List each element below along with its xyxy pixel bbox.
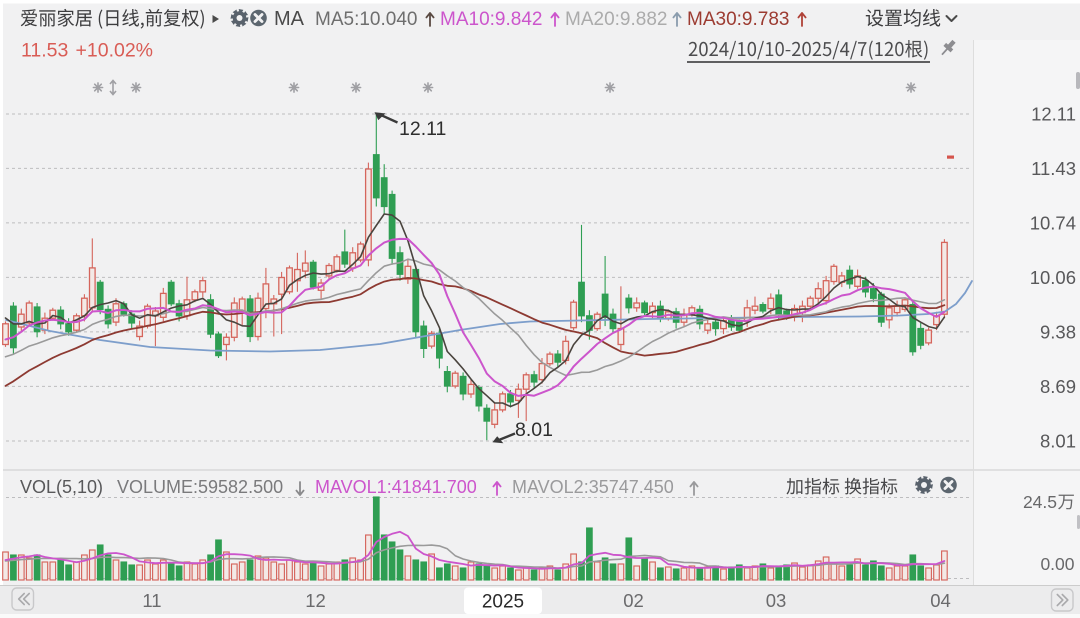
svg-text:12.11: 12.11 xyxy=(1031,104,1076,125)
svg-text:8.69: 8.69 xyxy=(1040,376,1076,397)
svg-text:0.00: 0.00 xyxy=(1040,554,1074,574)
svg-text:8.01: 8.01 xyxy=(1040,431,1076,452)
svg-text:11.53: 11.53 xyxy=(21,40,68,62)
svg-text:02: 02 xyxy=(623,590,644,611)
svg-text:+10.02%: +10.02% xyxy=(76,40,154,62)
svg-text:12: 12 xyxy=(305,590,326,611)
svg-text:VOLUME:59582.500: VOLUME:59582.500 xyxy=(117,477,283,497)
svg-text:03: 03 xyxy=(766,590,787,611)
svg-text:MA5:10.040: MA5:10.040 xyxy=(315,9,417,30)
svg-text:8.01: 8.01 xyxy=(515,419,553,441)
svg-text:VOL(5,10): VOL(5,10) xyxy=(20,477,103,497)
svg-text:MA20:9.882: MA20:9.882 xyxy=(565,9,667,30)
svg-text:24.5: 24.5 xyxy=(1023,492,1057,512)
svg-text:2025: 2025 xyxy=(482,592,524,613)
svg-text:MA: MA xyxy=(274,8,305,30)
svg-text:12.11: 12.11 xyxy=(399,118,446,140)
svg-text:04: 04 xyxy=(930,590,951,611)
svg-text:11.43: 11.43 xyxy=(1031,158,1076,179)
svg-text:MAVOL2:35747.450: MAVOL2:35747.450 xyxy=(512,477,674,497)
svg-text:MAVOL1:41841.700: MAVOL1:41841.700 xyxy=(315,477,477,497)
svg-text:MA30:9.783: MA30:9.783 xyxy=(687,9,789,30)
svg-text:10.06: 10.06 xyxy=(1030,267,1076,288)
svg-text:10.74: 10.74 xyxy=(1030,212,1076,233)
svg-text:MA10:9.842: MA10:9.842 xyxy=(440,9,542,30)
svg-text:9.38: 9.38 xyxy=(1040,321,1076,342)
svg-text:11: 11 xyxy=(142,590,161,611)
